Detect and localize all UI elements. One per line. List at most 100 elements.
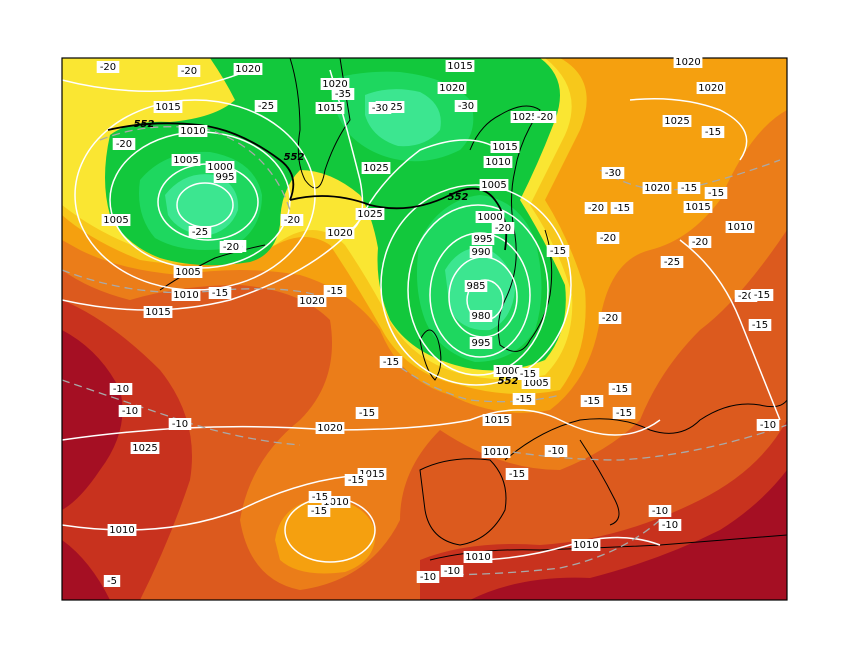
isotherm-label: -10 xyxy=(648,505,672,517)
isobar-label-box xyxy=(482,414,512,426)
isotherm-label: -20 xyxy=(533,111,557,123)
isotherm-label-text: -15 xyxy=(614,203,630,214)
isotherm-label-text: -20 xyxy=(600,233,616,244)
isotherm-label-text: -30 xyxy=(458,101,474,112)
isotherm-label-text: -15 xyxy=(550,246,566,257)
isotherm-minus15-b xyxy=(389,359,561,403)
color-field xyxy=(62,58,787,600)
isobar-label-text: 1025 xyxy=(357,209,382,220)
isotherm-label: -15 xyxy=(580,395,604,407)
isobar-label: 1005 xyxy=(173,266,203,278)
thickness-label-layer: 552 552 552 552 xyxy=(134,119,519,387)
isotherm-label-box xyxy=(177,65,201,77)
isobar-label: 985 xyxy=(464,280,488,292)
isobar-label: 980 xyxy=(469,310,493,322)
isobar-label: 1005 xyxy=(171,154,201,166)
thickness-label: 552 xyxy=(134,119,155,130)
isotherm-label-box xyxy=(750,289,774,301)
isotherm-label-text: -35 xyxy=(335,89,351,100)
isobar-label-text: 1020 xyxy=(299,296,324,307)
isobar-label: 1010 xyxy=(178,125,208,137)
isotherm-label: -15 xyxy=(208,287,232,299)
isotherm-label: -30 xyxy=(601,167,625,179)
isotherm-label-box xyxy=(168,418,192,430)
isotherm-label-text: -10 xyxy=(420,572,436,583)
isobar-label: 1025 xyxy=(510,111,540,123)
isotherm-label-box xyxy=(596,232,620,244)
isobar-1000-east xyxy=(407,204,549,376)
isobar-label-text: 1025 xyxy=(363,163,388,174)
isotherm-label: -20 xyxy=(96,61,120,73)
isotherm-label-box xyxy=(323,285,347,297)
isobar-label-text: 1020 xyxy=(675,57,700,68)
isotherm-label-box xyxy=(701,126,725,138)
isobar-label-box xyxy=(493,365,523,377)
isobar-label: 1025 xyxy=(361,162,391,174)
isobar-label-box xyxy=(510,111,540,123)
isobar-label-box xyxy=(315,422,345,434)
isobar-label-text: 1015 xyxy=(359,469,384,480)
isobar-label-box xyxy=(683,201,713,213)
isotherm-label-text: -25 xyxy=(258,101,274,112)
isobar-label-text: 1015 xyxy=(685,202,710,213)
isobar-label: 1015 xyxy=(482,414,512,426)
isobar-label-box xyxy=(483,156,513,168)
isobar-label: 1020 xyxy=(325,227,355,239)
isobar-label-layer: 1020101510201015101010051000995100510051… xyxy=(101,56,755,563)
isobar-label: 1015 xyxy=(143,306,173,318)
isotherm-label-text: -15 xyxy=(359,408,375,419)
isobar-label: 1020 xyxy=(315,422,345,434)
isotherm-label: -5 xyxy=(103,575,121,587)
field-band-darkest-sw xyxy=(62,330,123,510)
isotherm-label-box xyxy=(368,102,392,114)
isotherm-label-text: -5 xyxy=(107,576,117,587)
isobar-label-box xyxy=(315,102,345,114)
isobar-label: 1010 xyxy=(725,221,755,233)
isobar-label-box xyxy=(320,78,350,90)
isotherm-label-box xyxy=(331,88,355,100)
isobar-label: 1010 xyxy=(481,446,511,458)
isobar-label-box xyxy=(469,310,493,322)
coastlines xyxy=(159,58,787,561)
isotherm-label: -10 xyxy=(544,445,568,457)
isobar-1010-se xyxy=(469,536,661,561)
isotherm-label-box xyxy=(416,571,440,583)
isotherm-label-text: -15 xyxy=(616,408,632,419)
isobar-label-box xyxy=(490,141,520,153)
isotherm-label-layer: -20-20-20-25-30-35-30-25-20-20-20-25-20-… xyxy=(96,61,780,587)
isobar-1020 xyxy=(62,409,661,441)
thickness-label: 552 xyxy=(284,152,305,163)
isotherm-label-text: -15 xyxy=(584,396,600,407)
isotherm-label-box xyxy=(307,505,331,517)
isobar-label: 1010 xyxy=(107,524,137,536)
isotherm-label-text: -20 xyxy=(181,66,197,77)
field-band-mint xyxy=(165,174,239,236)
isotherm-label-box xyxy=(598,312,622,324)
isotherm-label-text: -25 xyxy=(192,227,208,238)
isobar-label-text: 1005 xyxy=(173,155,198,166)
isotherm-label-box xyxy=(109,383,133,395)
isotherm-label-text: -20 xyxy=(100,62,116,73)
isobar-label-box xyxy=(481,446,511,458)
isotherm-label-text: -30 xyxy=(372,103,388,114)
isotherm-label: -10 xyxy=(416,571,440,583)
isotherm-label-box xyxy=(533,111,557,123)
isobar-label-text: 1025 xyxy=(132,443,157,454)
isobar-label: 990 xyxy=(469,246,493,258)
isotherm-label-box xyxy=(254,100,278,112)
isobar-label: 1005 xyxy=(479,179,509,191)
isobar-label-box xyxy=(178,125,208,137)
isotherm-label-text: -10 xyxy=(444,566,460,577)
isobar-label-text: 1020 xyxy=(327,228,352,239)
isotherm-label-text: -20 xyxy=(537,112,553,123)
isotherm-minus10-c xyxy=(429,519,661,576)
isotherm-label-box xyxy=(118,405,142,417)
isobar-label-text: 1020 xyxy=(698,83,723,94)
isotherm-label-box xyxy=(756,419,780,431)
isotherm-label-text: -20 xyxy=(588,203,604,214)
isobar-label-text: 1010 xyxy=(573,540,598,551)
field-band-darkest-sw2 xyxy=(62,540,110,600)
isotherm-label-box xyxy=(454,100,478,112)
isotherm-label: -15 xyxy=(355,407,379,419)
isobar-label: 1000 xyxy=(493,365,523,377)
